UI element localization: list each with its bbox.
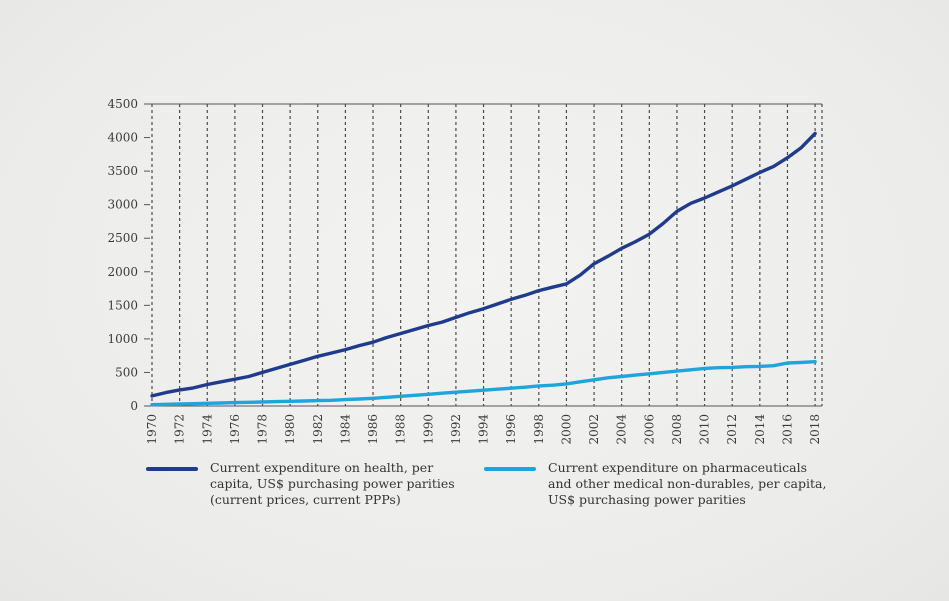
x-tick-label-1976: 1976 <box>228 414 242 445</box>
vertical-gridlines <box>151 104 823 406</box>
x-tick-label-2006: 2006 <box>642 414 656 445</box>
axes <box>146 103 822 407</box>
x-tick-label-1980: 1980 <box>283 414 297 445</box>
legend-label-health: Current expenditure on health, per capit… <box>210 460 455 507</box>
y-tick-label-4000: 4000 <box>107 131 138 145</box>
series-lines <box>150 131 817 407</box>
series-line-0 <box>150 131 817 398</box>
x-tick-label-1994: 1994 <box>477 414 491 445</box>
x-tick-label-1974: 1974 <box>200 414 214 445</box>
y-tick-label-1500: 1500 <box>107 298 138 312</box>
x-tick-label-2002: 2002 <box>587 414 601 445</box>
x-tick-label-1978: 1978 <box>256 414 270 445</box>
y-tick-label-2500: 2500 <box>107 231 138 245</box>
legend-item-health: Current expenditure on health, per capit… <box>146 460 455 508</box>
x-tick-label-1996: 1996 <box>504 414 518 445</box>
x-tick-label-1982: 1982 <box>311 414 325 445</box>
x-tick-label-2004: 2004 <box>615 414 629 445</box>
x-tick-label-1992: 1992 <box>449 414 463 445</box>
y-tick-label-0: 0 <box>130 399 138 413</box>
legend-swatch-health <box>146 467 198 471</box>
x-tick-label-2016: 2016 <box>780 414 794 445</box>
y-tick-label-500: 500 <box>115 365 138 379</box>
x-tick-label-1998: 1998 <box>532 414 546 445</box>
legend-swatch-pharma <box>484 467 536 471</box>
y-tick-label-3000: 3000 <box>107 198 138 212</box>
x-tick-label-1990: 1990 <box>421 414 435 445</box>
x-tick-label-2012: 2012 <box>725 414 739 445</box>
x-tick-label-1988: 1988 <box>394 414 408 445</box>
x-tick-label-1984: 1984 <box>338 414 352 445</box>
y-tick-label-4500: 4500 <box>107 97 138 111</box>
legend-label-pharma: Current expenditure on pharmaceuticals a… <box>548 460 827 507</box>
y-tick-label-1000: 1000 <box>107 332 138 346</box>
x-tick-label-2010: 2010 <box>698 414 712 445</box>
x-tick-label-2008: 2008 <box>670 414 684 445</box>
x-tick-label-1970: 1970 <box>145 414 159 445</box>
x-tick-label-2000: 2000 <box>559 414 573 445</box>
x-axis-ticks: 1970 1972 1974 1976 1978 1980 1982 1984 1986 1988… <box>145 414 822 445</box>
y-tick-label-2000: 2000 <box>107 265 138 279</box>
y-axis-ticks: 0 500 1000 1500 2000 2500 3000 3500 4000 4500 <box>107 97 150 413</box>
x-tick-label-1972: 1972 <box>173 414 187 445</box>
x-tick-label-1986: 1986 <box>366 414 380 445</box>
x-tick-label-2018: 2018 <box>808 414 822 445</box>
legend-item-pharma: Current expenditure on pharmaceuticals a… <box>484 460 826 508</box>
x-tick-label-2014: 2014 <box>753 414 767 445</box>
y-tick-label-3500: 3500 <box>107 164 138 178</box>
series-line-1 <box>150 360 817 407</box>
